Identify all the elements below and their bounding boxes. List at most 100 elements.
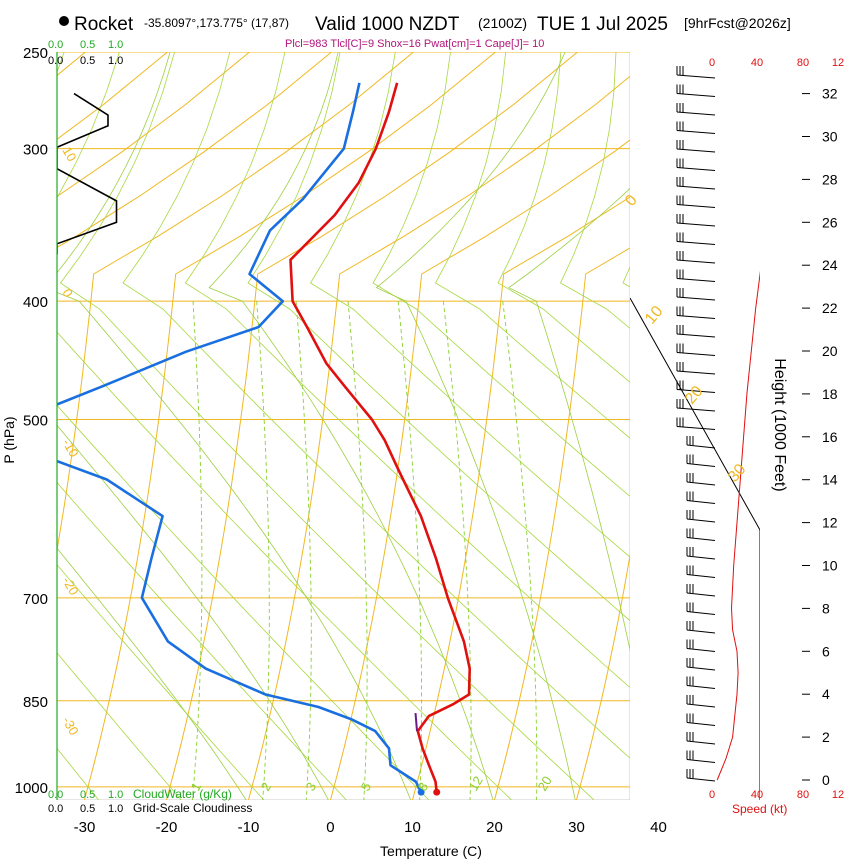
- x-tick-label: -20: [156, 819, 178, 836]
- x-tick-label: 0: [326, 819, 334, 836]
- wind-barb: [676, 167, 716, 171]
- wind-barb: [686, 481, 716, 486]
- surface-dew-point: [417, 788, 425, 796]
- cloudiness-line: [57, 92, 118, 255]
- mixing-ratio-line: [502, 301, 538, 800]
- wind-barb: [686, 500, 716, 504]
- p-tick-label: 250: [23, 45, 48, 62]
- mixing-ratio-line: [295, 301, 312, 800]
- speed-tick-bottom: 0: [709, 789, 715, 801]
- valid-time: Valid 1000 NZDT: [315, 14, 460, 35]
- height-tick-label: 12: [822, 515, 838, 531]
- dry-adiabat: [57, 52, 513, 800]
- height-tick-label: 32: [822, 86, 838, 102]
- height-tick-label: 28: [822, 171, 838, 187]
- wind-barb: [676, 259, 716, 264]
- mixing-label: 12: [466, 773, 486, 793]
- wind-barb: [676, 352, 716, 356]
- height-tick-label: 16: [822, 429, 838, 445]
- speed-tick-top: 0: [709, 57, 715, 69]
- isotherm: [57, 52, 414, 553]
- speed-axis-label: Speed (kt): [732, 802, 787, 816]
- dry-adiabat: [622, 265, 630, 288]
- x-tick-label: -30: [74, 819, 96, 836]
- series-dew-point: [57, 82, 423, 793]
- cloudiness-tick-bottom: 0.5: [80, 803, 95, 815]
- mixing-label: 20: [535, 773, 555, 793]
- height-tick-label: 8: [822, 600, 830, 616]
- header: Rocket -35.8097°,173.775° (17,87) Valid …: [59, 14, 791, 50]
- height-tick-label: 26: [822, 214, 838, 230]
- wind-barb: [676, 222, 716, 227]
- cloudwater-tick-bottom: 0.5: [80, 789, 95, 801]
- isotherm: [83, 52, 496, 800]
- wind-barb: [676, 389, 716, 393]
- wind-barb: [686, 518, 716, 523]
- p-tick-label: 400: [23, 294, 48, 311]
- wind-barb: [686, 592, 716, 597]
- station-coords: -35.8097°,173.775° (17,87): [144, 16, 289, 30]
- p-tick-label: 850: [23, 694, 48, 711]
- height-tick-label: 30: [822, 129, 838, 145]
- height-tick-label: 6: [822, 643, 830, 659]
- mixing-ratio-line: [347, 301, 368, 800]
- cloudwater-tick-top: 0.0: [48, 39, 63, 51]
- height-axis-label: Height (1000 Feet): [771, 358, 788, 491]
- dry-adiabat: [309, 52, 630, 558]
- cloudiness-label: Grid-Scale Cloudiness: [133, 801, 252, 815]
- moist-adiabat: [508, 187, 630, 652]
- dry-adiabat: [559, 52, 630, 329]
- moist-adiabat: [375, 52, 576, 800]
- plot-background: [57, 52, 630, 800]
- wind-barb: [676, 278, 716, 282]
- wind-barb: [686, 722, 716, 726]
- p-tick-label: 700: [23, 591, 48, 608]
- height-tick-label: 14: [822, 472, 838, 488]
- p-tick-label: 500: [23, 412, 48, 429]
- wind-barb: [686, 648, 716, 652]
- dry-adiabat: [497, 52, 630, 383]
- utc-time: (2100Z): [478, 15, 527, 31]
- height-tick-label: 20: [822, 343, 838, 359]
- wind-barb: [686, 777, 716, 782]
- wind-barb: [676, 204, 716, 208]
- cloudiness-tick-bottom: 1.0: [108, 803, 123, 815]
- mixing-ratio-line: [256, 301, 270, 800]
- wind-barb: [676, 74, 716, 79]
- p-tick-label: 300: [23, 142, 48, 159]
- isotherm: [575, 552, 630, 800]
- isotherm: [247, 75, 630, 800]
- speed-tick-top: 80: [797, 57, 809, 69]
- height-tick-label: 2: [822, 729, 830, 745]
- moist-adiabat: [57, 52, 412, 800]
- y-axis-label: P (hPa): [1, 416, 17, 463]
- height-tick-label: 10: [822, 558, 838, 574]
- height-tick-label: 18: [822, 386, 838, 402]
- wind-barb: [686, 611, 716, 615]
- wind-barb: [676, 130, 716, 134]
- wind-panel: [630, 66, 760, 800]
- moist-adiabat: [208, 52, 494, 800]
- p-tick-label: 1000: [15, 780, 48, 797]
- dry-adiabat: [247, 52, 630, 622]
- wind-barb: [686, 463, 716, 467]
- forecast-info: [9hrFcst@2026z]: [684, 15, 791, 31]
- wind-barb: [686, 703, 716, 708]
- height-tick-label: 22: [822, 300, 838, 316]
- x-tick-label: 10: [404, 819, 421, 836]
- isotherm: [329, 139, 630, 800]
- dry-adiabat: [57, 481, 347, 800]
- x-tick-label: 30: [568, 819, 585, 836]
- dry-adiabat: [184, 52, 630, 689]
- wind-barb: [686, 740, 716, 745]
- x-tick-label: -10: [238, 819, 260, 836]
- isotherm-label: 10: [59, 144, 79, 164]
- wind-barb: [676, 185, 716, 190]
- x-axis-label: Temperature (C): [380, 843, 482, 859]
- cloudwater-tick-top: 0.5: [80, 39, 95, 51]
- dry-adiabat: [122, 52, 630, 759]
- dry-adiabat: [57, 52, 430, 800]
- height-tick-label: 4: [822, 686, 830, 702]
- dry-adiabat: [57, 564, 265, 800]
- dry-adiabat: [57, 652, 182, 800]
